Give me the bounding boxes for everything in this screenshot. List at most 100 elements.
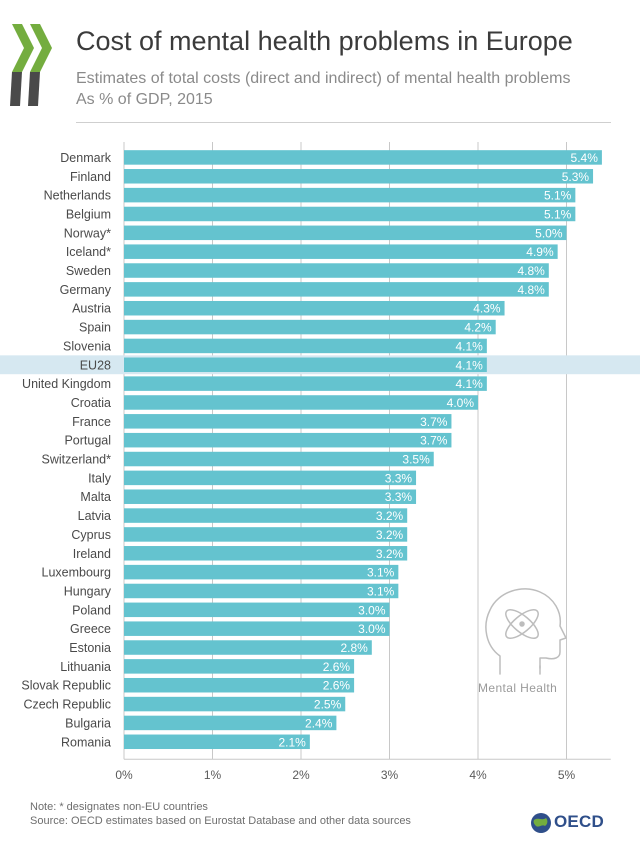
bar bbox=[124, 169, 594, 184]
bar bbox=[124, 225, 567, 241]
footer-notes: Note: * designates non-EU countries Sour… bbox=[30, 800, 411, 828]
value-label: 4.1% bbox=[455, 377, 483, 391]
bar bbox=[124, 432, 452, 448]
value-label: 3.2% bbox=[376, 547, 404, 561]
globe-icon bbox=[531, 813, 551, 833]
page-title: Cost of mental health problems in Europe bbox=[76, 26, 573, 56]
value-label: 5.0% bbox=[535, 226, 563, 240]
value-label: 2.5% bbox=[314, 698, 342, 712]
value-label: 2.1% bbox=[278, 735, 306, 749]
x-tick-label: 1% bbox=[204, 768, 222, 782]
bar-chart: Denmark 5.4% Finland 5.3% Netherlands 5.1% Bel… bbox=[0, 142, 640, 782]
value-label: 3.2% bbox=[376, 509, 404, 523]
bar bbox=[124, 734, 310, 750]
source-note: Source: OECD estimates based on Eurostat… bbox=[30, 815, 411, 827]
category-label: Croatia bbox=[71, 396, 111, 410]
category-label: Greece bbox=[70, 622, 111, 636]
bar bbox=[124, 546, 408, 561]
value-label: 5.1% bbox=[544, 189, 572, 203]
head-with-atom-icon bbox=[485, 588, 567, 675]
oecd-logo: OECD bbox=[530, 810, 625, 836]
category-label: Denmark bbox=[60, 151, 111, 165]
bar bbox=[124, 489, 417, 504]
bar bbox=[124, 338, 487, 354]
bar bbox=[124, 300, 505, 316]
value-label: 3.3% bbox=[385, 471, 413, 485]
bar bbox=[124, 206, 576, 222]
value-label: 2.6% bbox=[323, 660, 351, 674]
value-label: 4.2% bbox=[464, 321, 492, 335]
oecd-chevron-logo-icon bbox=[10, 24, 52, 106]
category-label: Belgium bbox=[66, 207, 111, 221]
category-label: United Kingdom bbox=[22, 377, 111, 391]
value-label: 5.3% bbox=[562, 170, 590, 184]
value-label: 3.7% bbox=[420, 434, 448, 448]
category-label: Switzerland* bbox=[42, 453, 112, 467]
category-label: Slovenia bbox=[63, 339, 111, 353]
bar bbox=[124, 621, 390, 636]
value-label: 3.1% bbox=[367, 584, 395, 598]
category-label: Ireland bbox=[73, 547, 111, 561]
category-label: Finland bbox=[70, 170, 111, 184]
bar bbox=[124, 527, 408, 542]
value-label: 4.8% bbox=[517, 264, 545, 278]
bar bbox=[124, 470, 417, 486]
value-label: 4.1% bbox=[455, 358, 483, 372]
chart-subtitle: Estimates of total costs (direct and ind… bbox=[76, 68, 626, 110]
category-label: Portugal bbox=[64, 434, 111, 448]
subtitle-line-1: Estimates of total costs (direct and ind… bbox=[76, 70, 571, 87]
category-label: Romania bbox=[61, 735, 111, 749]
bar bbox=[124, 696, 346, 712]
bar bbox=[124, 640, 372, 655]
bar bbox=[124, 508, 408, 523]
x-tick-label: 4% bbox=[469, 768, 487, 782]
category-label: Austria bbox=[72, 302, 111, 316]
bar bbox=[124, 395, 478, 410]
value-label: 3.3% bbox=[385, 490, 413, 504]
value-label: 3.2% bbox=[376, 528, 404, 542]
value-label: 2.8% bbox=[340, 641, 368, 655]
value-label: 2.6% bbox=[323, 679, 351, 693]
category-label: Latvia bbox=[78, 509, 111, 523]
bar bbox=[124, 263, 549, 278]
value-label: 4.3% bbox=[473, 302, 501, 316]
x-tick-label: 3% bbox=[381, 768, 399, 782]
value-label: 4.1% bbox=[455, 339, 483, 353]
category-label: Netherlands bbox=[44, 189, 111, 203]
bar bbox=[124, 677, 355, 693]
bar bbox=[124, 357, 487, 373]
bar bbox=[124, 282, 549, 297]
bar bbox=[124, 602, 390, 618]
subtitle-line-2: As % of GDP, 2015 bbox=[76, 91, 213, 108]
title-divider bbox=[76, 122, 611, 123]
category-label: Germany bbox=[60, 283, 112, 297]
category-label: Estonia bbox=[69, 641, 111, 655]
category-label: Sweden bbox=[66, 264, 111, 278]
illustration-label: Mental Health bbox=[478, 681, 558, 695]
bar bbox=[124, 564, 399, 580]
category-label: Spain bbox=[79, 321, 111, 335]
bar bbox=[124, 187, 576, 203]
value-label: 5.4% bbox=[571, 151, 599, 165]
value-label: 2.4% bbox=[305, 716, 333, 730]
category-label: France bbox=[72, 415, 111, 429]
category-label: Hungary bbox=[64, 584, 112, 598]
value-label: 4.8% bbox=[517, 283, 545, 297]
value-label: 3.0% bbox=[358, 603, 386, 617]
bar bbox=[124, 244, 558, 259]
category-label: Cyprus bbox=[71, 528, 111, 542]
bar bbox=[124, 583, 399, 599]
value-label: 4.0% bbox=[447, 396, 475, 410]
x-tick-label: 2% bbox=[292, 768, 310, 782]
bar bbox=[124, 319, 496, 335]
category-label: Czech Republic bbox=[23, 698, 111, 712]
x-tick-label: 5% bbox=[558, 768, 576, 782]
value-label: 3.7% bbox=[420, 415, 448, 429]
category-label: Luxembourg bbox=[42, 566, 112, 580]
category-label: Lithuania bbox=[60, 660, 111, 674]
category-label: Slovak Republic bbox=[21, 679, 111, 693]
category-label: Poland bbox=[72, 603, 111, 617]
oecd-brand: OECD bbox=[554, 812, 604, 831]
category-label: Bulgaria bbox=[65, 716, 111, 730]
category-label: EU28 bbox=[80, 358, 111, 372]
